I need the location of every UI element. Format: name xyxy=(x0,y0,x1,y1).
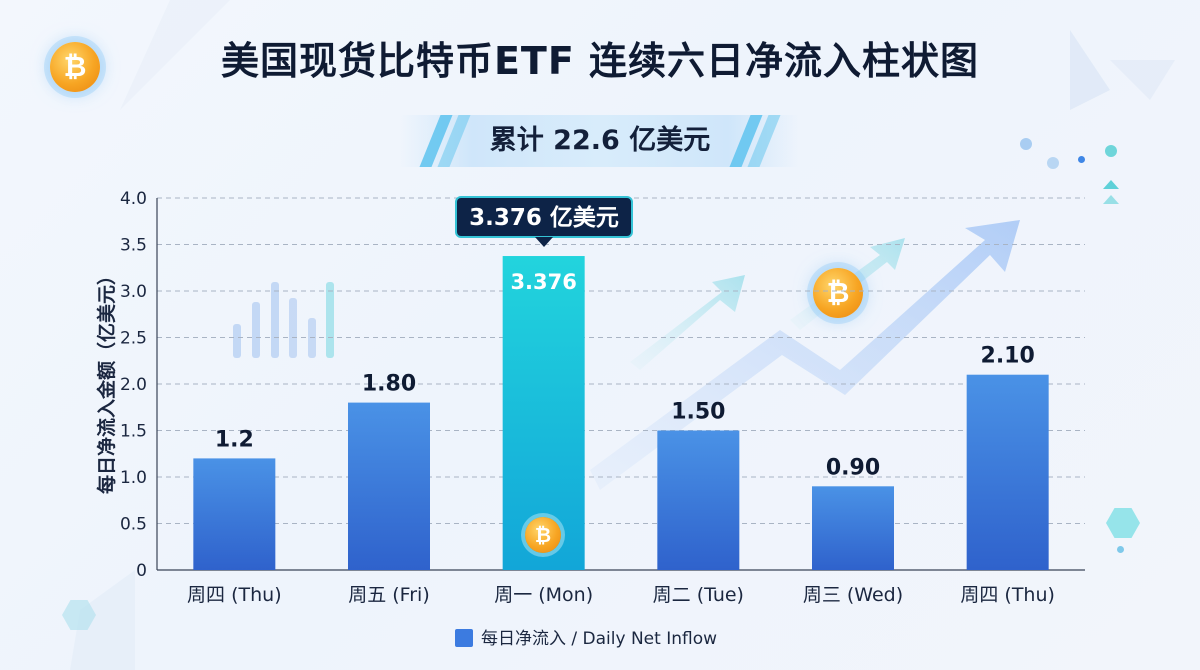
trend-arrow-small xyxy=(630,275,745,370)
y-tick-label: 1.0 xyxy=(120,468,147,488)
x-tick-label: 周一 (Mon) xyxy=(494,584,593,606)
x-tick-label: 周五 (Fri) xyxy=(348,584,430,606)
x-tick-label: 周四 (Thu) xyxy=(187,584,282,606)
bar xyxy=(657,430,740,570)
tooltip-pointer xyxy=(535,237,553,247)
trend-arrow-large xyxy=(590,220,1020,490)
decor-dot xyxy=(1047,157,1059,169)
bar-value-label: 2.10 xyxy=(981,344,1035,369)
page-title: 美国现货比特币ETF 连续六日净流入柱状图 xyxy=(220,39,980,83)
summary-banner: 累计 22.6 亿美元 xyxy=(400,115,800,167)
bar-value-label: 0.90 xyxy=(826,455,880,480)
decor-dot xyxy=(1105,145,1117,157)
y-tick-label: 4.0 xyxy=(120,189,147,209)
decor-triangle xyxy=(1103,195,1119,204)
decor-dot xyxy=(1020,138,1032,150)
y-tick-label: 2.5 xyxy=(120,329,147,349)
value-tooltip: 3.376 亿美元 xyxy=(455,196,633,238)
legend-label: 每日净流入 / Daily Net Inflow xyxy=(481,629,717,649)
bar-value-label: 1.2 xyxy=(215,427,254,452)
x-tick-label: 周三 (Wed) xyxy=(803,584,903,606)
bar-value-label: 3.376 xyxy=(510,270,576,294)
bar xyxy=(193,458,276,570)
bitcoin-coin-icon: ₿ xyxy=(525,517,561,553)
x-tick-label: 周二 (Tue) xyxy=(653,584,744,606)
y-tick-label: 3.0 xyxy=(120,282,147,302)
bar-value-label: 1.80 xyxy=(362,372,416,397)
legend-swatch xyxy=(455,629,473,647)
y-tick-label: 0.5 xyxy=(120,515,147,535)
bar xyxy=(348,402,430,570)
bar-value-label: 1.50 xyxy=(671,400,725,425)
y-tick-label: 0 xyxy=(136,561,147,581)
bitcoin-coin-icon: ₿ xyxy=(813,268,863,318)
y-tick-label: 1.5 xyxy=(120,422,147,442)
decor-triangle xyxy=(1103,180,1119,189)
chart-legend: 每日净流入 / Daily Net Inflow xyxy=(455,624,717,649)
decor-dot xyxy=(1117,546,1124,553)
bitcoin-coin-icon: ₿ xyxy=(50,42,100,92)
decor-dot xyxy=(1078,156,1085,163)
x-tick-label: 周四 (Thu) xyxy=(960,584,1055,606)
cumulative-total: 累计 22.6 亿美元 xyxy=(489,125,711,156)
bar xyxy=(812,486,894,570)
y-tick-label: 2.0 xyxy=(120,375,147,395)
bar xyxy=(966,374,1049,570)
y-tick-label: 3.5 xyxy=(120,236,147,256)
